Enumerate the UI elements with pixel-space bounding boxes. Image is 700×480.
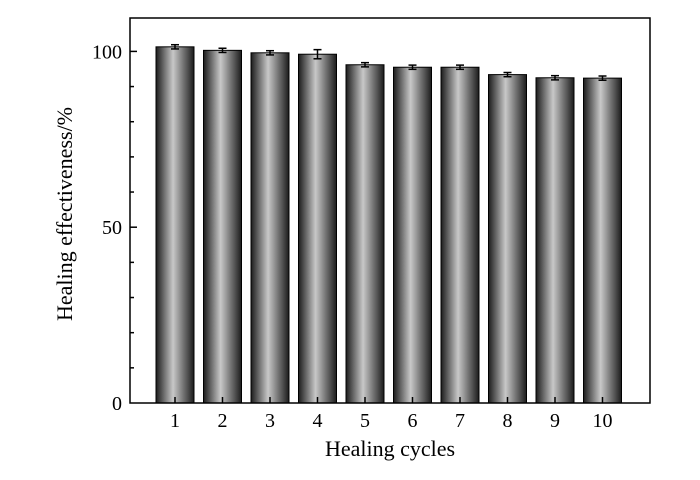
x-tick-label-10: 10: [593, 410, 613, 432]
error-bar-2: [218, 47, 227, 54]
x-tick-label-4: 4: [313, 410, 323, 432]
y-tick-label-100: 100: [92, 41, 122, 63]
error-bar-4: [313, 48, 322, 60]
bar-9: [535, 77, 575, 404]
bar-2: [203, 49, 242, 404]
bars-layer: [155, 43, 622, 404]
error-bar-9: [551, 74, 559, 81]
bar-1: [155, 46, 195, 404]
error-bar-8: [503, 71, 512, 78]
x-tick-label-1: 1: [170, 410, 180, 432]
x-tick-label-3: 3: [265, 410, 275, 432]
bar-8: [488, 74, 527, 404]
x-tick-label-8: 8: [503, 410, 513, 432]
y-tick-label-50: 50: [102, 217, 122, 239]
bar-10: [583, 77, 622, 404]
x-tick-label-6: 6: [408, 410, 418, 432]
x-axis-title: Healing cycles: [325, 436, 455, 461]
plot-frame: [129, 17, 651, 404]
x-tick-label-2: 2: [218, 410, 228, 432]
x-tick-label-7: 7: [455, 410, 465, 432]
error-bar-7: [456, 64, 464, 71]
bar-7: [440, 66, 480, 404]
x-tick-label-9: 9: [550, 410, 560, 432]
error-bar-10: [598, 75, 607, 81]
bar-5: [345, 64, 385, 404]
error-bar-5: [361, 61, 369, 68]
y-axis-title: Healing effectiveness/%: [52, 107, 77, 321]
y-tick-label-0: 0: [112, 393, 122, 415]
bar-4: [298, 53, 337, 404]
error-bar-3: [266, 49, 274, 56]
error-bar-1: [171, 43, 179, 50]
error-bar-6: [408, 64, 417, 71]
bar-6: [393, 66, 432, 404]
bar-3: [250, 52, 290, 404]
x-tick-label-5: 5: [360, 410, 370, 432]
